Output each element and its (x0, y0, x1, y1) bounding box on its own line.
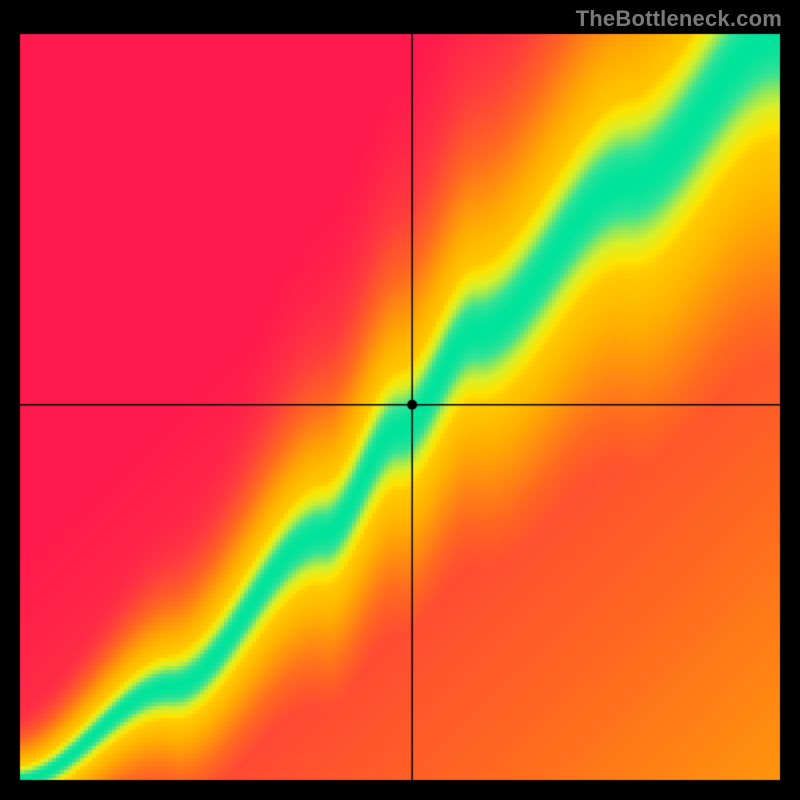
watermark-text: TheBottleneck.com (576, 6, 782, 32)
heatmap-canvas (0, 0, 800, 800)
chart-container: { "watermark": { "text": "TheBottleneck.… (0, 0, 800, 800)
